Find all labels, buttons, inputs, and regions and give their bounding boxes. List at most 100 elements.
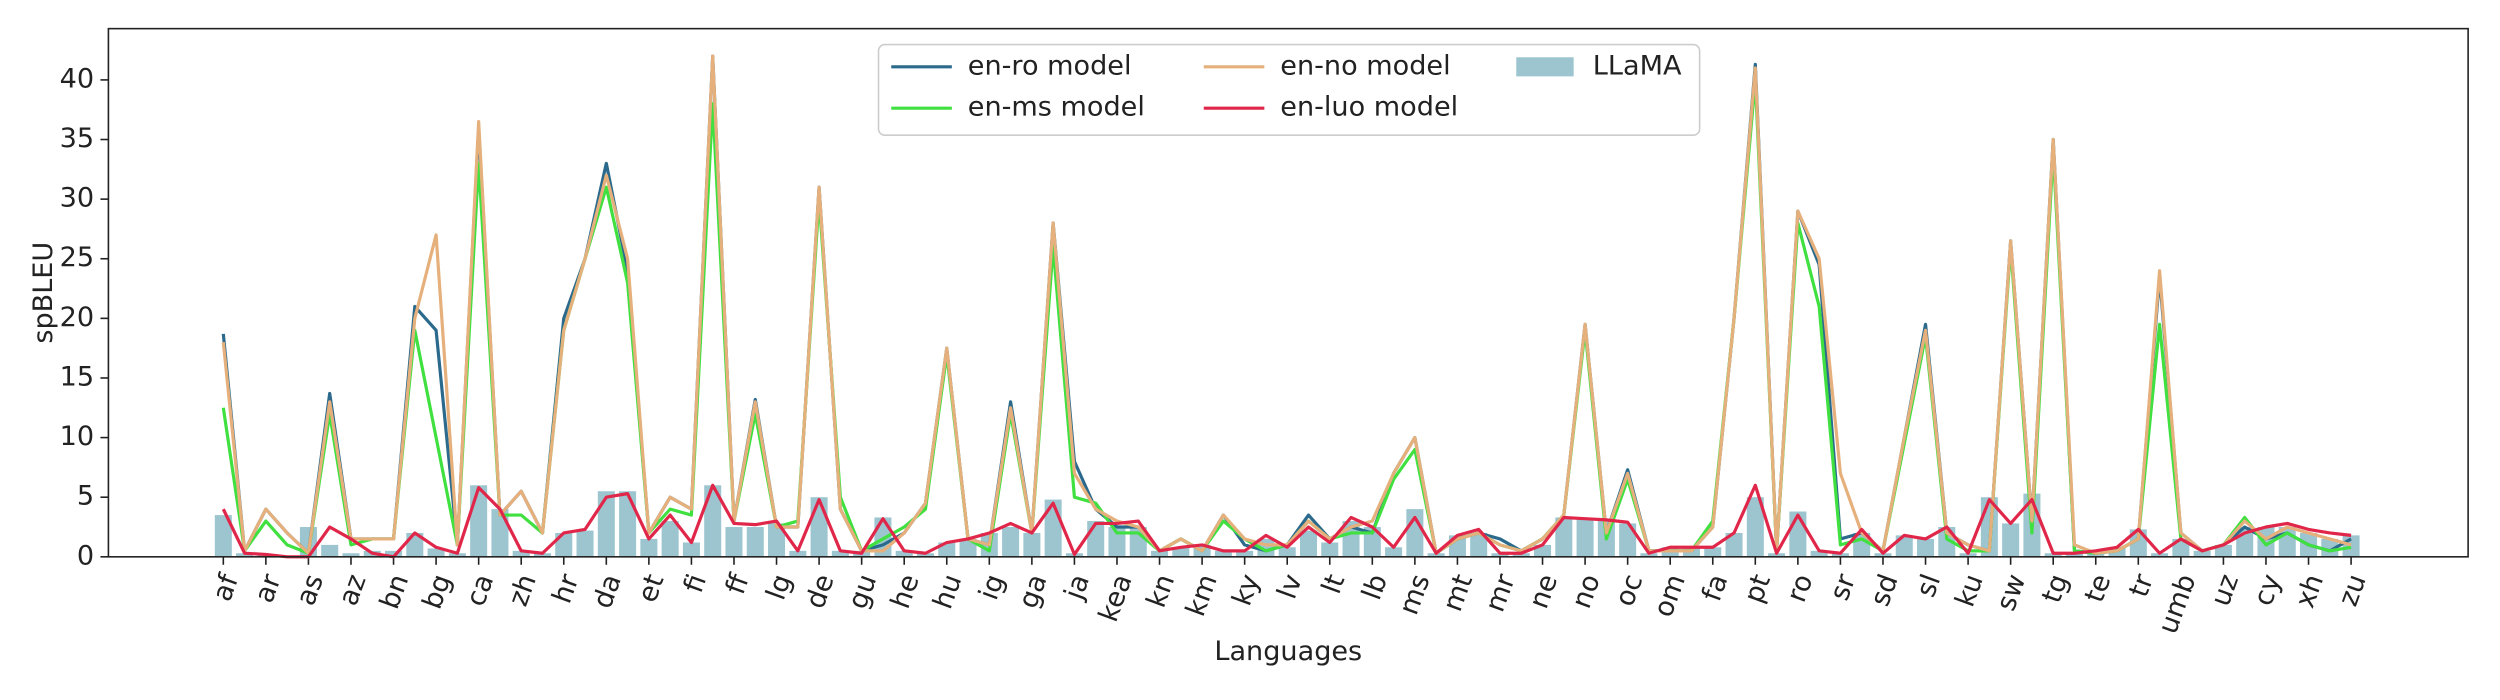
bar — [470, 485, 488, 557]
bar — [1299, 530, 1317, 557]
plot-frame — [107, 27, 2469, 558]
legend-label: en-luo model — [1280, 92, 1458, 123]
x-tick-label: af — [207, 569, 246, 605]
y-tick-label: 25 — [60, 242, 94, 273]
x-tick-label: ku — [1950, 570, 1990, 611]
bar — [661, 521, 679, 557]
legend-label: en-no model — [1280, 50, 1450, 81]
bar — [2151, 553, 2169, 557]
x-tick-label: ig — [973, 570, 1011, 604]
y-tick-label: 15 — [60, 361, 94, 392]
x-tick-label: km — [1180, 570, 1224, 620]
y-tick-label: 20 — [60, 302, 94, 333]
x-tick-label: ar — [249, 569, 288, 606]
x-tick-label: da — [587, 570, 628, 612]
bar — [2321, 538, 2339, 557]
x-tick-label: zu — [2333, 570, 2373, 610]
x-tick-label: fa — [1696, 570, 1734, 605]
bar — [427, 548, 445, 557]
x-tick-label: sl — [1911, 570, 1948, 601]
x-tick-label: ms — [1393, 570, 1436, 619]
bar — [1002, 527, 1020, 557]
bar — [342, 553, 360, 557]
bar — [2065, 553, 2083, 557]
bar — [1491, 553, 1509, 557]
bar — [491, 509, 509, 557]
x-tick-label: hr — [547, 569, 586, 607]
y-tick-label: 30 — [60, 183, 94, 214]
bar — [640, 538, 658, 557]
bar — [789, 550, 807, 557]
line — [221, 483, 2352, 559]
y-tick-label: 0 — [77, 540, 94, 571]
legend-label: LLaMA — [1593, 50, 1682, 81]
x-tick-label: az — [333, 570, 373, 609]
bar — [725, 527, 743, 557]
bar — [1512, 553, 1530, 557]
bar — [2214, 544, 2232, 557]
x-tick-label: bn — [374, 570, 415, 613]
x-tick-label: hu — [927, 570, 968, 613]
bar — [321, 544, 339, 557]
bar — [1151, 550, 1169, 557]
bar — [1640, 553, 1658, 557]
bar — [2002, 523, 2020, 557]
bar — [1725, 532, 1743, 557]
bar — [1768, 553, 1786, 557]
x-tick-label: lg — [761, 570, 799, 604]
bar — [1278, 547, 1296, 557]
x-tick-label: sw — [1991, 570, 2033, 615]
bar — [1044, 499, 1062, 557]
x-tick-label: tr — [2123, 569, 2160, 601]
bar — [512, 550, 530, 557]
x-tick-label: cy — [2248, 570, 2288, 610]
x-tick-label: ky — [1227, 570, 1267, 609]
bar — [1810, 550, 1828, 557]
bar — [1746, 497, 1764, 557]
x-tick-label: kn — [1141, 570, 1181, 611]
bar — [236, 553, 254, 557]
x-tick-label: oc — [1609, 570, 1649, 610]
x-tick-label: fi — [678, 570, 713, 597]
y-tick-label: 10 — [60, 421, 94, 452]
x-axis-label: Languages — [1214, 636, 1362, 667]
legend: en-ro model en-ms model en-no model en-luo … — [877, 43, 1701, 137]
x-tick-label: lv — [1272, 570, 1309, 603]
bar — [1427, 553, 1445, 557]
x-tick-label: kea — [1093, 570, 1139, 626]
legend-box — [877, 43, 1701, 137]
bar — [916, 553, 934, 557]
y-tick-label: 5 — [77, 481, 94, 512]
legend-label: en-ms model — [968, 92, 1145, 123]
x-tick-label: de — [800, 570, 841, 612]
bar — [682, 542, 700, 557]
x-tick-label: zh — [503, 570, 543, 610]
x-tick-label: gu — [842, 570, 883, 613]
x-tick-label: ff — [720, 569, 756, 598]
bar — [768, 523, 786, 557]
x-tick-label: ga — [1013, 570, 1054, 612]
bar — [831, 550, 849, 557]
bar — [597, 491, 615, 557]
x-tick-label: sd — [1865, 570, 1905, 610]
bar — [2044, 553, 2062, 557]
bar — [1385, 547, 1403, 557]
bar — [1917, 538, 1935, 557]
x-tick-label: as — [290, 570, 330, 609]
x-tick-label: sr — [1824, 569, 1862, 604]
bar — [2342, 535, 2360, 557]
bar — [2193, 550, 2211, 557]
x-tick-label: bg — [417, 570, 458, 613]
x-tick-label: ro — [1781, 570, 1819, 606]
legend-swatch — [1516, 57, 1574, 77]
x-tick-label: lb — [1356, 570, 1394, 604]
bar — [1704, 547, 1722, 557]
x-tick-label: no — [1566, 570, 1607, 612]
x-tick-label: ne — [1523, 570, 1564, 612]
x-tick-label: om — [1648, 570, 1692, 621]
bar — [385, 550, 403, 557]
bar — [746, 527, 764, 557]
x-tick-label: he — [885, 570, 926, 612]
